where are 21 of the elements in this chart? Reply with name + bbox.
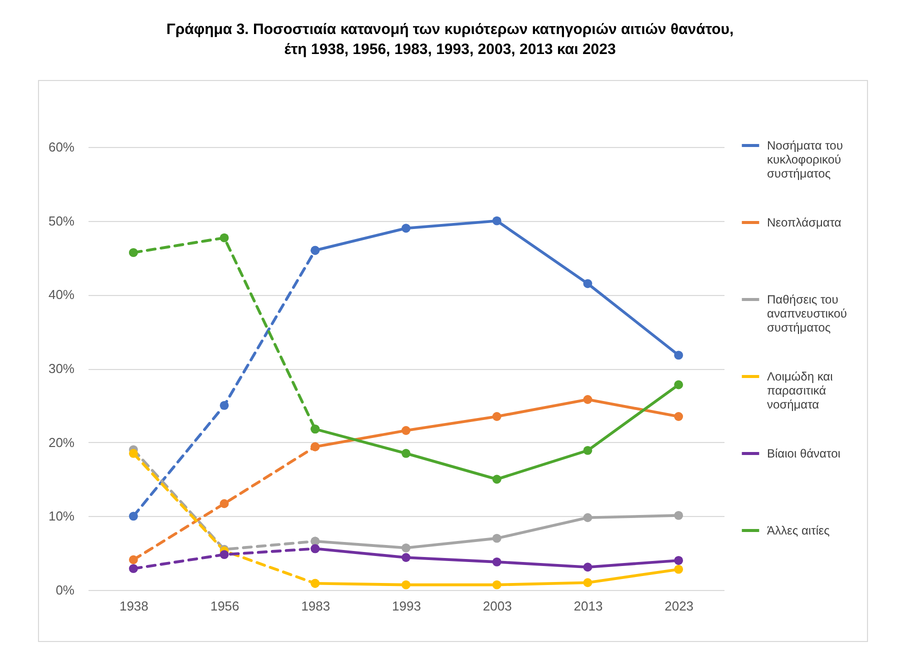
y-tick-label: 20% [48,434,75,450]
y-tick-label: 60% [48,140,75,154]
legend-label: Λοιμώδη και παρασιτικά νοσήματα [767,370,834,412]
x-tick-label: 1983 [301,598,330,614]
y-tick-label: 10% [48,508,75,524]
x-tick-label: 1956 [210,598,240,614]
x-tick-label: 2013 [574,598,603,614]
x-tick-label: 1993 [392,598,421,614]
x-tick-label: 1938 [119,598,148,614]
y-tick-label: 0% [56,582,75,598]
legend-label: Άλλες αιτίες [767,524,830,538]
y-tick-label: 40% [48,287,75,302]
chart-title: Γράφημα 3. Ποσοστιαία κατανομή των κυριότερων κατηγοριών αιτιών θανάτου, έτη 1938, 1956, 1983, 1993, 2003, 2013 και 2023 [166,21,734,58]
legend-label: Βίαιοι θάνατοι [767,446,841,460]
y-tick-label: 50% [48,213,75,228]
legend-label: Νεοπλάσματα [767,216,842,230]
x-tick-label: 2023 [664,598,694,614]
y-tick-label: 30% [48,361,75,376]
legend-label: Παθήσεις του αναπνευστικού συστήματος [767,292,847,334]
x-tick-label: 2003 [482,598,512,614]
legend-label: Νοσήματα του κυκλοφορικού συστήματος [767,138,843,180]
